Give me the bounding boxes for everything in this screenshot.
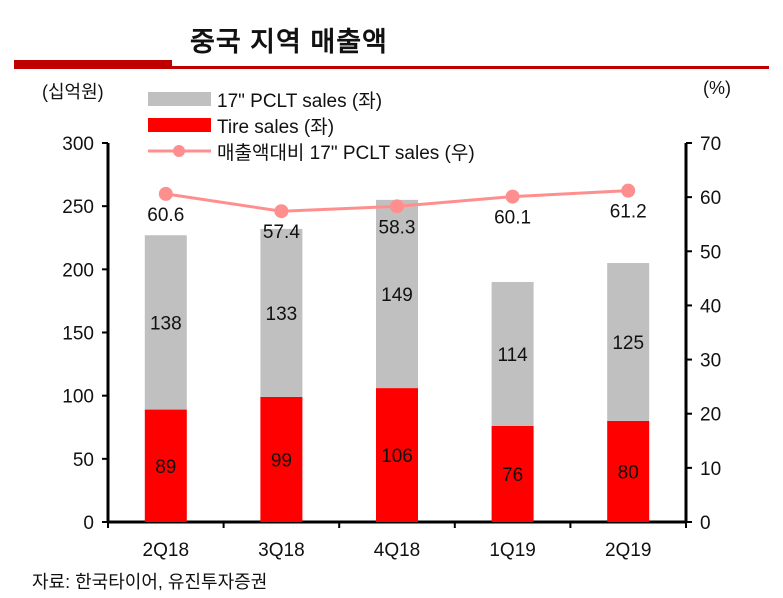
legend-swatch <box>148 92 211 106</box>
right-tick-label: 30 <box>700 351 721 372</box>
data-label-pclt: 149 <box>381 285 413 306</box>
bar-pclt-sales <box>376 199 418 389</box>
bar-tire-sales <box>376 388 418 522</box>
ratio-point <box>505 189 520 204</box>
data-label-tire: 89 <box>155 457 176 478</box>
source-note: 자료: 한국타이어, 유진투자증권 <box>32 572 268 592</box>
data-label-ratio: 57.4 <box>263 222 300 243</box>
legend-label: Tire sales (좌) <box>217 116 335 138</box>
left-tick-label: 200 <box>62 260 94 281</box>
ratio-point <box>621 183 636 198</box>
x-tick-label: 2Q18 <box>143 540 189 561</box>
legend-swatch <box>148 118 211 132</box>
left-tick-label: 50 <box>73 450 94 471</box>
x-tick-label: 3Q18 <box>258 540 304 561</box>
x-tick-label: 4Q18 <box>374 540 420 561</box>
right-tick-label: 0 <box>700 513 711 534</box>
left-tick-label: 300 <box>62 134 94 155</box>
bar-tire-sales <box>144 409 187 522</box>
ratio-point <box>158 186 173 201</box>
ratio-point <box>390 199 404 214</box>
data-label-ratio: 61.2 <box>610 202 647 223</box>
bar-pclt-sales <box>260 228 303 397</box>
left-axis-unit: (십억원) <box>42 82 104 102</box>
left-tick-label: 250 <box>62 197 94 218</box>
data-label-pclt: 138 <box>150 313 182 334</box>
right-axis-unit: (%) <box>703 78 731 98</box>
left-tick-label: 150 <box>62 324 94 345</box>
data-label-tire: 106 <box>381 446 413 467</box>
page-title: 중국 지역 매출액 <box>190 27 388 57</box>
x-tick-label: 1Q19 <box>489 540 535 561</box>
legend: 17" PCLT sales (좌) Tire sales (좌) 매출액대비 … <box>148 86 475 164</box>
right-tick-label: 60 <box>700 188 721 209</box>
bar-tire-sales <box>607 420 650 522</box>
data-label-ratio: 60.1 <box>494 208 531 229</box>
right-tick-label: 10 <box>700 459 721 480</box>
bar-tire-sales <box>491 425 534 522</box>
data-label-ratio: 58.3 <box>379 217 416 238</box>
x-tick-label: 2Q19 <box>605 540 651 561</box>
bar-pclt-sales <box>491 281 534 426</box>
legend-label: 매출액대비 17" PCLT sales (우) <box>217 142 475 164</box>
data-label-tire: 80 <box>618 462 639 483</box>
title-underline <box>14 66 769 69</box>
legend-label: 17" PCLT sales (좌) <box>217 90 383 112</box>
title-underline-thick <box>14 60 172 69</box>
bar-tire-sales <box>260 396 303 522</box>
legend-line-swatch <box>148 145 211 157</box>
data-label-pclt: 125 <box>612 333 644 354</box>
legend-item-ratio: 매출액대비 17" PCLT sales (우) <box>148 138 475 164</box>
data-label-pclt: 114 <box>497 345 528 366</box>
left-tick-label: 0 <box>83 513 94 534</box>
data-label-pclt: 133 <box>266 304 298 325</box>
right-tick-label: 50 <box>700 242 721 263</box>
data-label-tire: 99 <box>271 450 292 471</box>
legend-item-tire: Tire sales (좌) <box>148 112 475 138</box>
left-tick-label: 100 <box>62 387 94 408</box>
right-tick-label: 40 <box>700 296 721 317</box>
right-tick-label: 20 <box>700 405 721 426</box>
data-label-ratio: 60.6 <box>147 205 184 226</box>
data-label-tire: 76 <box>502 465 523 486</box>
ratio-point <box>274 204 289 219</box>
bar-pclt-sales <box>607 263 650 421</box>
bar-pclt-sales <box>144 235 187 410</box>
legend-item-pclt: 17" PCLT sales (좌) <box>148 86 475 112</box>
right-tick-label: 70 <box>700 134 721 155</box>
